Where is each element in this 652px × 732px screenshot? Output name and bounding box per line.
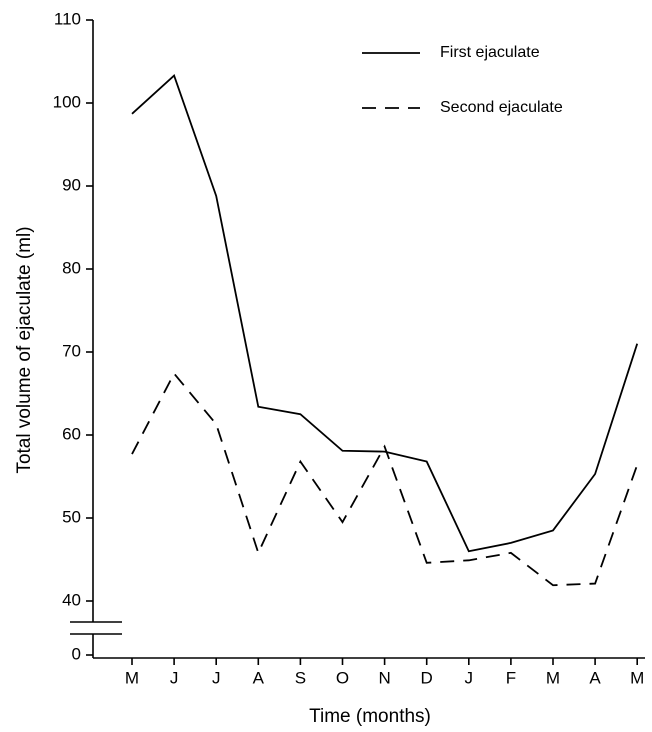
y-tick-label: 50 <box>62 507 81 526</box>
y-tick-label: 0 <box>72 644 81 663</box>
x-tick-label: M <box>125 668 139 687</box>
x-tick-label: F <box>506 668 516 687</box>
legend-label: Second ejaculate <box>440 99 563 116</box>
x-tick-label: S <box>295 668 306 687</box>
x-tick-label: M <box>630 668 644 687</box>
y-tick-label: 40 <box>62 590 81 609</box>
series-line <box>131 74 639 553</box>
x-tick-label: O <box>336 668 349 687</box>
series-line <box>131 371 639 587</box>
x-tick-label: A <box>589 668 601 687</box>
y-tick-label: 80 <box>62 258 81 277</box>
x-tick-label: D <box>421 668 433 687</box>
x-axis-title: Time (months) <box>309 706 431 727</box>
x-tick-label: J <box>212 668 221 687</box>
legend-label: First ejaculate <box>440 44 540 61</box>
y-tick-label: 70 <box>62 341 81 360</box>
x-tick-label: M <box>546 668 560 687</box>
x-tick-label: A <box>253 668 265 687</box>
y-tick-label: 100 <box>53 92 81 111</box>
y-axis-title: Total volume of ejaculate (ml) <box>14 226 35 473</box>
x-tick-label: J <box>465 668 474 687</box>
x-tick-label: J <box>170 668 179 687</box>
x-tick-label: N <box>378 668 390 687</box>
y-tick-label: 90 <box>62 175 81 194</box>
y-tick-label: 110 <box>54 9 81 28</box>
y-tick-label: 60 <box>62 424 81 443</box>
